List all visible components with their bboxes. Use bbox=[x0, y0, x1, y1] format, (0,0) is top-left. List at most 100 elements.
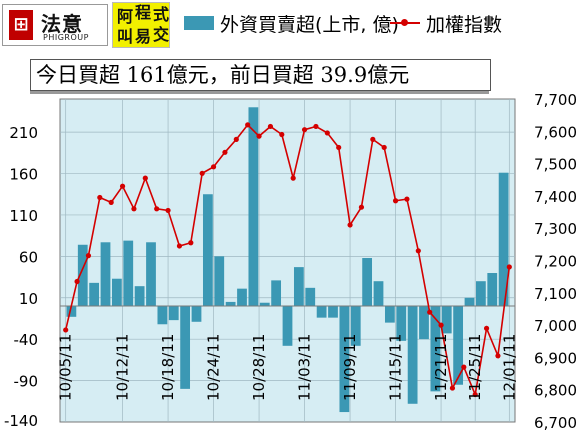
right-tick-label: 6,900 bbox=[534, 349, 577, 367]
bar bbox=[350, 306, 361, 346]
bar bbox=[475, 281, 486, 307]
bar bbox=[487, 273, 498, 307]
program-trading-logo: 阿 程 式 叫 易 交 bbox=[112, 2, 170, 48]
bar bbox=[419, 306, 429, 340]
bar bbox=[77, 244, 88, 307]
logo-char: 程 bbox=[135, 3, 152, 22]
index-point bbox=[210, 164, 217, 170]
index-point bbox=[472, 391, 478, 398]
right-tick-label: 7,500 bbox=[534, 156, 577, 174]
bar bbox=[464, 297, 475, 307]
index-point bbox=[267, 123, 274, 130]
index-point bbox=[74, 278, 80, 285]
right-tick-label: 6,700 bbox=[534, 414, 577, 432]
right-tick-label: 7,700 bbox=[534, 91, 577, 109]
index-point bbox=[483, 325, 490, 331]
left-tick-label: 160 bbox=[9, 166, 38, 184]
bar bbox=[441, 306, 452, 334]
bar bbox=[89, 282, 100, 307]
index-point bbox=[415, 248, 421, 254]
x-tick-label: 12/01/11 bbox=[500, 334, 518, 401]
right-tick-label: 7,000 bbox=[534, 317, 577, 335]
index-point bbox=[279, 131, 285, 138]
x-axis-ticks: 10/05/11 10/12/11 10/18/11 10/24/11 10/28/11… bbox=[57, 334, 519, 401]
bar bbox=[225, 301, 236, 307]
index-point bbox=[85, 253, 92, 259]
index-point bbox=[131, 206, 137, 212]
bar bbox=[271, 280, 282, 307]
index-point bbox=[313, 123, 319, 130]
left-tick-label: 210 bbox=[9, 124, 38, 142]
bar bbox=[498, 172, 509, 307]
index-point bbox=[119, 183, 126, 189]
logo-char: 易 bbox=[135, 27, 152, 46]
index-point bbox=[97, 194, 103, 201]
index-point bbox=[336, 144, 342, 151]
bar bbox=[123, 240, 134, 307]
index-point bbox=[188, 240, 194, 246]
index-point bbox=[427, 309, 433, 315]
bar bbox=[316, 306, 327, 318]
index-point bbox=[245, 122, 251, 128]
index-point bbox=[347, 222, 353, 228]
index-point bbox=[301, 127, 308, 133]
index-point bbox=[358, 204, 365, 210]
bar bbox=[111, 278, 122, 307]
index-point bbox=[165, 207, 171, 214]
left-tick-label: 110 bbox=[9, 207, 38, 225]
index-line bbox=[64, 123, 511, 398]
left-tick-label: 10 bbox=[19, 290, 38, 308]
bar bbox=[237, 288, 247, 307]
bar bbox=[134, 286, 145, 307]
bar bbox=[66, 306, 77, 317]
index-point bbox=[63, 327, 69, 333]
index-point bbox=[199, 170, 205, 176]
bar bbox=[430, 306, 441, 392]
index-point bbox=[222, 149, 228, 155]
index-point bbox=[370, 136, 376, 142]
legend-bar-swatch bbox=[184, 16, 214, 30]
left-tick-label: -140 bbox=[4, 412, 38, 430]
index-point bbox=[392, 198, 399, 204]
x-tick-label: 11/25/11 bbox=[466, 334, 484, 401]
phigroup-logo-mark: ⊞ bbox=[9, 10, 33, 40]
index-point bbox=[154, 206, 160, 212]
bar bbox=[202, 194, 213, 307]
bar bbox=[396, 306, 407, 341]
x-tick-label: 11/09/11 bbox=[341, 334, 359, 401]
logo-char: 阿 bbox=[117, 7, 134, 26]
index-point bbox=[495, 353, 501, 359]
bar bbox=[282, 306, 293, 346]
index-point bbox=[142, 175, 148, 181]
summary-banner: 今日買超 161億元，前日買超 39.9億元 bbox=[30, 59, 491, 94]
bar bbox=[373, 281, 384, 307]
left-axis-ticks: 210 160 110 60 10 -40 -90 -140 bbox=[4, 124, 38, 430]
bar bbox=[384, 306, 395, 323]
legend-line-marker bbox=[401, 19, 408, 26]
index-point bbox=[324, 130, 330, 136]
bar bbox=[100, 242, 111, 307]
x-tick-label: 11/03/11 bbox=[296, 334, 314, 401]
x-tick-label: 11/15/11 bbox=[387, 334, 405, 401]
index-point bbox=[256, 133, 262, 139]
left-tick-label: 60 bbox=[19, 248, 38, 266]
index-point bbox=[176, 243, 183, 249]
x-tick-label: 10/05/11 bbox=[57, 334, 75, 401]
line-series bbox=[63, 122, 512, 398]
index-point bbox=[461, 364, 467, 370]
bar bbox=[191, 306, 202, 322]
summary-text: 今日買超 161億元，前日買超 39.9億元 bbox=[36, 63, 410, 87]
bar bbox=[305, 287, 316, 307]
phigroup-logo-subtext: PHIGROUP bbox=[43, 33, 89, 42]
index-point bbox=[506, 264, 512, 270]
bar bbox=[248, 107, 259, 307]
x-tick-label: 11/21/11 bbox=[432, 334, 450, 401]
bar bbox=[328, 306, 338, 318]
banner-shadow bbox=[30, 91, 489, 94]
legend-line-label: 加權指數 bbox=[426, 14, 503, 36]
bar bbox=[157, 306, 168, 325]
right-axis-ticks: 7,700 7,600 7,500 7,400 7,300 7,200 7,100 7,000… bbox=[534, 91, 577, 432]
right-tick-label: 7,100 bbox=[534, 285, 577, 303]
bar bbox=[407, 306, 418, 404]
